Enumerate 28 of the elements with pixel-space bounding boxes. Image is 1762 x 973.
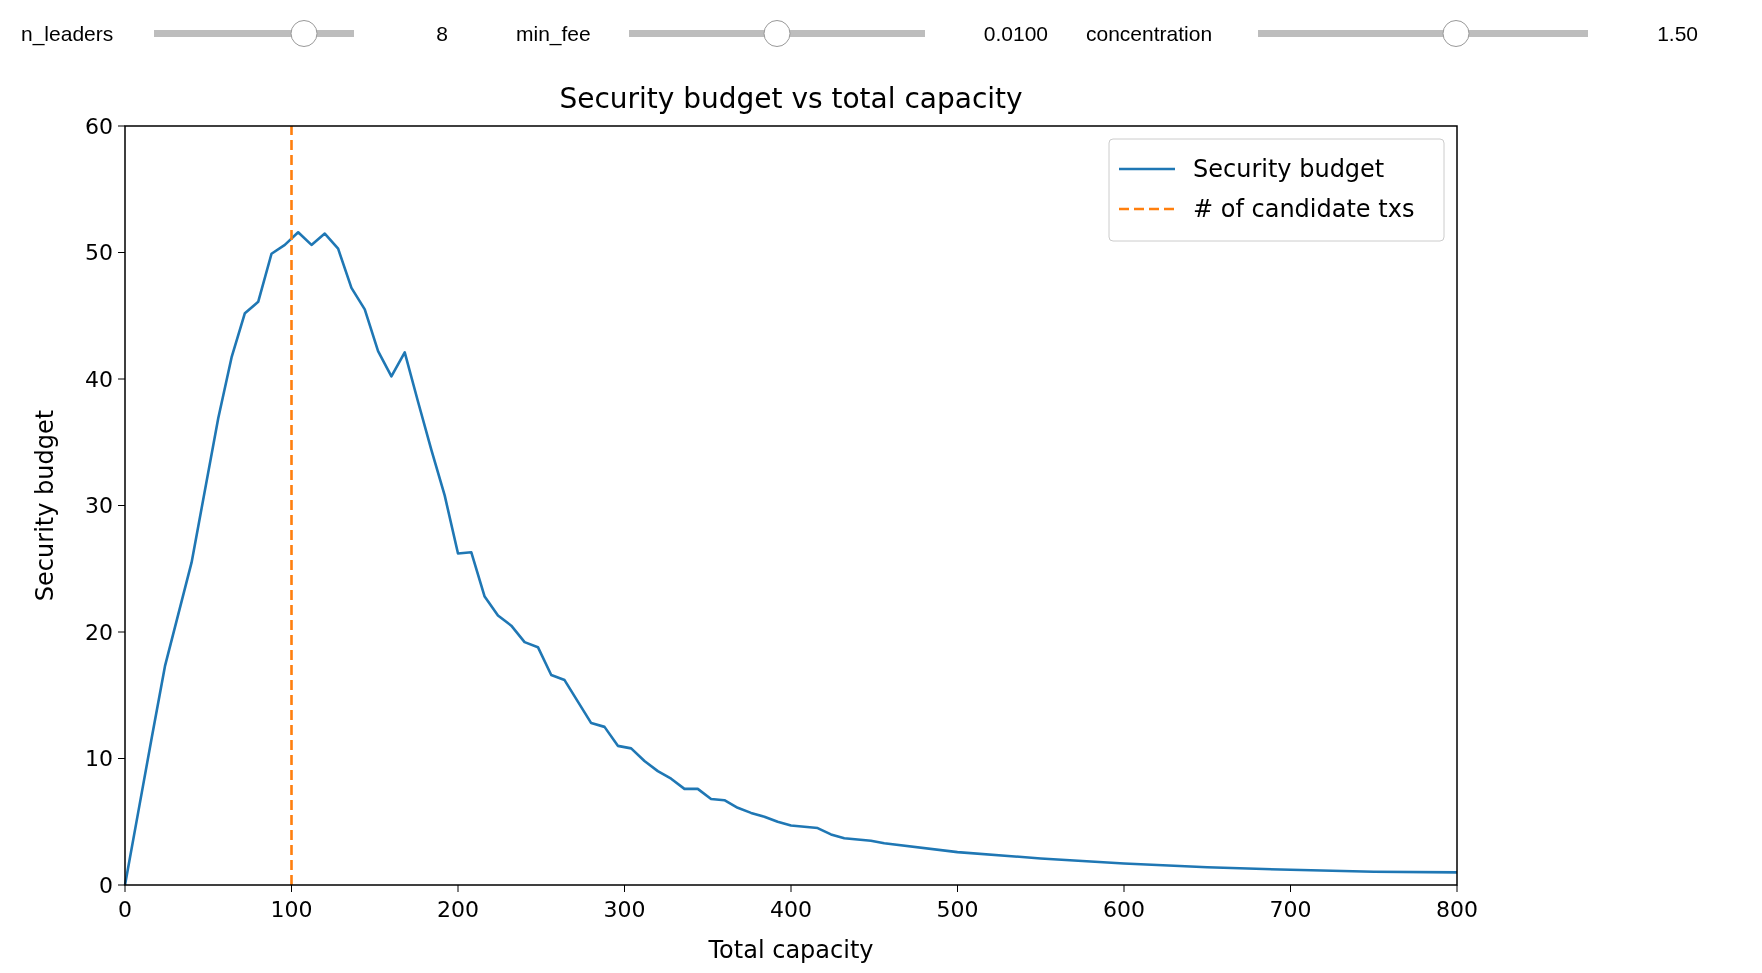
x-tick-label: 200	[437, 897, 479, 922]
x-tick-label: 100	[270, 897, 313, 922]
legend-label: Security budget	[1193, 155, 1385, 184]
text: 8	[436, 22, 448, 45]
x-axis-title: Total capacity	[707, 936, 874, 964]
x-tick-label: 400	[770, 897, 812, 922]
x-tick-label: 800	[1436, 897, 1478, 922]
x-tick-label: 700	[1269, 897, 1312, 922]
legend-label: # of candidate txs	[1193, 195, 1415, 224]
y-tick-label: 40	[85, 366, 113, 392]
y-tick-label: 50	[85, 240, 113, 266]
chart-title: Security budget vs total capacity	[559, 82, 1023, 115]
text: concentration	[1086, 22, 1213, 45]
x-tick-label: 600	[1103, 897, 1145, 922]
y-tick-label: 20	[85, 619, 113, 645]
line-series	[123, 230, 1459, 887]
text: 0.0100	[983, 22, 1048, 45]
y-tick-label: 0	[99, 872, 113, 898]
x-tick-label: 0	[118, 897, 132, 922]
text: min_fee	[516, 22, 591, 46]
y-tick-label: 60	[85, 113, 113, 139]
text: n_leaders	[21, 22, 114, 46]
y-axis-title: Security budget	[31, 409, 59, 602]
text: 1.50	[1657, 22, 1698, 45]
x-tick-label: 500	[936, 897, 979, 922]
y-tick-label: 10	[85, 746, 113, 772]
y-tick-label: 30	[85, 493, 113, 519]
x-tick-label: 300	[603, 897, 646, 922]
